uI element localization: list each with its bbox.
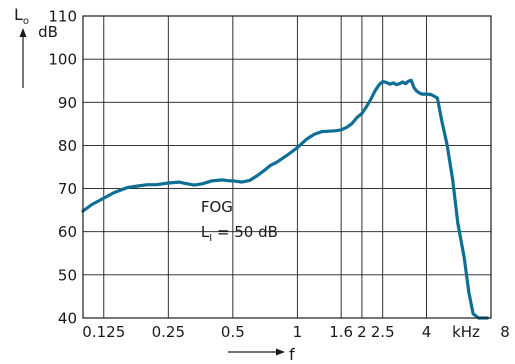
- x-tick-label: 4: [422, 323, 432, 341]
- annotation-level-value: = 50 dB: [212, 223, 278, 241]
- plot-frame: [82, 15, 492, 319]
- annotation-level: LI = 50 dB: [201, 223, 278, 244]
- y-axis-title: Lo: [14, 5, 29, 27]
- y-tick-label: 90: [58, 94, 77, 112]
- x-tick-label: 0.25: [152, 323, 185, 341]
- y-tick-label: 100: [48, 51, 77, 69]
- grid-lines: [83, 16, 492, 318]
- tick-labels: 0.125 0.25 0.5 1 1.6 2 2.5 4 8 kHz 40 50 60 70 80 90 100…: [48, 8, 509, 342]
- x-tick-label: 1.6: [329, 323, 353, 341]
- x-axis-title: f: [289, 345, 295, 364]
- y-tick-label: 60: [58, 223, 77, 241]
- x-axis-arrow: [228, 348, 285, 356]
- y-tick-label: 110: [48, 8, 77, 26]
- x-tick-label: 8: [500, 323, 510, 341]
- annotation-level-sub: I: [209, 233, 212, 244]
- y-axis-title-main: L: [14, 5, 23, 24]
- x-tick-label: 1: [293, 323, 303, 341]
- series-line: [81, 78, 489, 320]
- y-tick-label: 50: [58, 266, 77, 284]
- x-axis-unit: kHz: [452, 323, 480, 341]
- annotation-level-main: L: [201, 223, 210, 241]
- y-tick-label: 40: [58, 310, 77, 328]
- y-axis-title-sub: o: [23, 16, 29, 27]
- x-tick-label: 0.125: [82, 323, 125, 341]
- annotation-label: FOG: [201, 198, 233, 216]
- y-axis-unit: dB: [38, 23, 58, 41]
- y-tick-label: 80: [58, 137, 77, 155]
- y-axis-arrow: [19, 28, 27, 88]
- y-tick-label: 70: [58, 180, 77, 198]
- x-tick-label: 2: [357, 323, 367, 341]
- x-tick-label: 0.5: [221, 323, 245, 341]
- x-tick-label: 2.5: [371, 323, 395, 341]
